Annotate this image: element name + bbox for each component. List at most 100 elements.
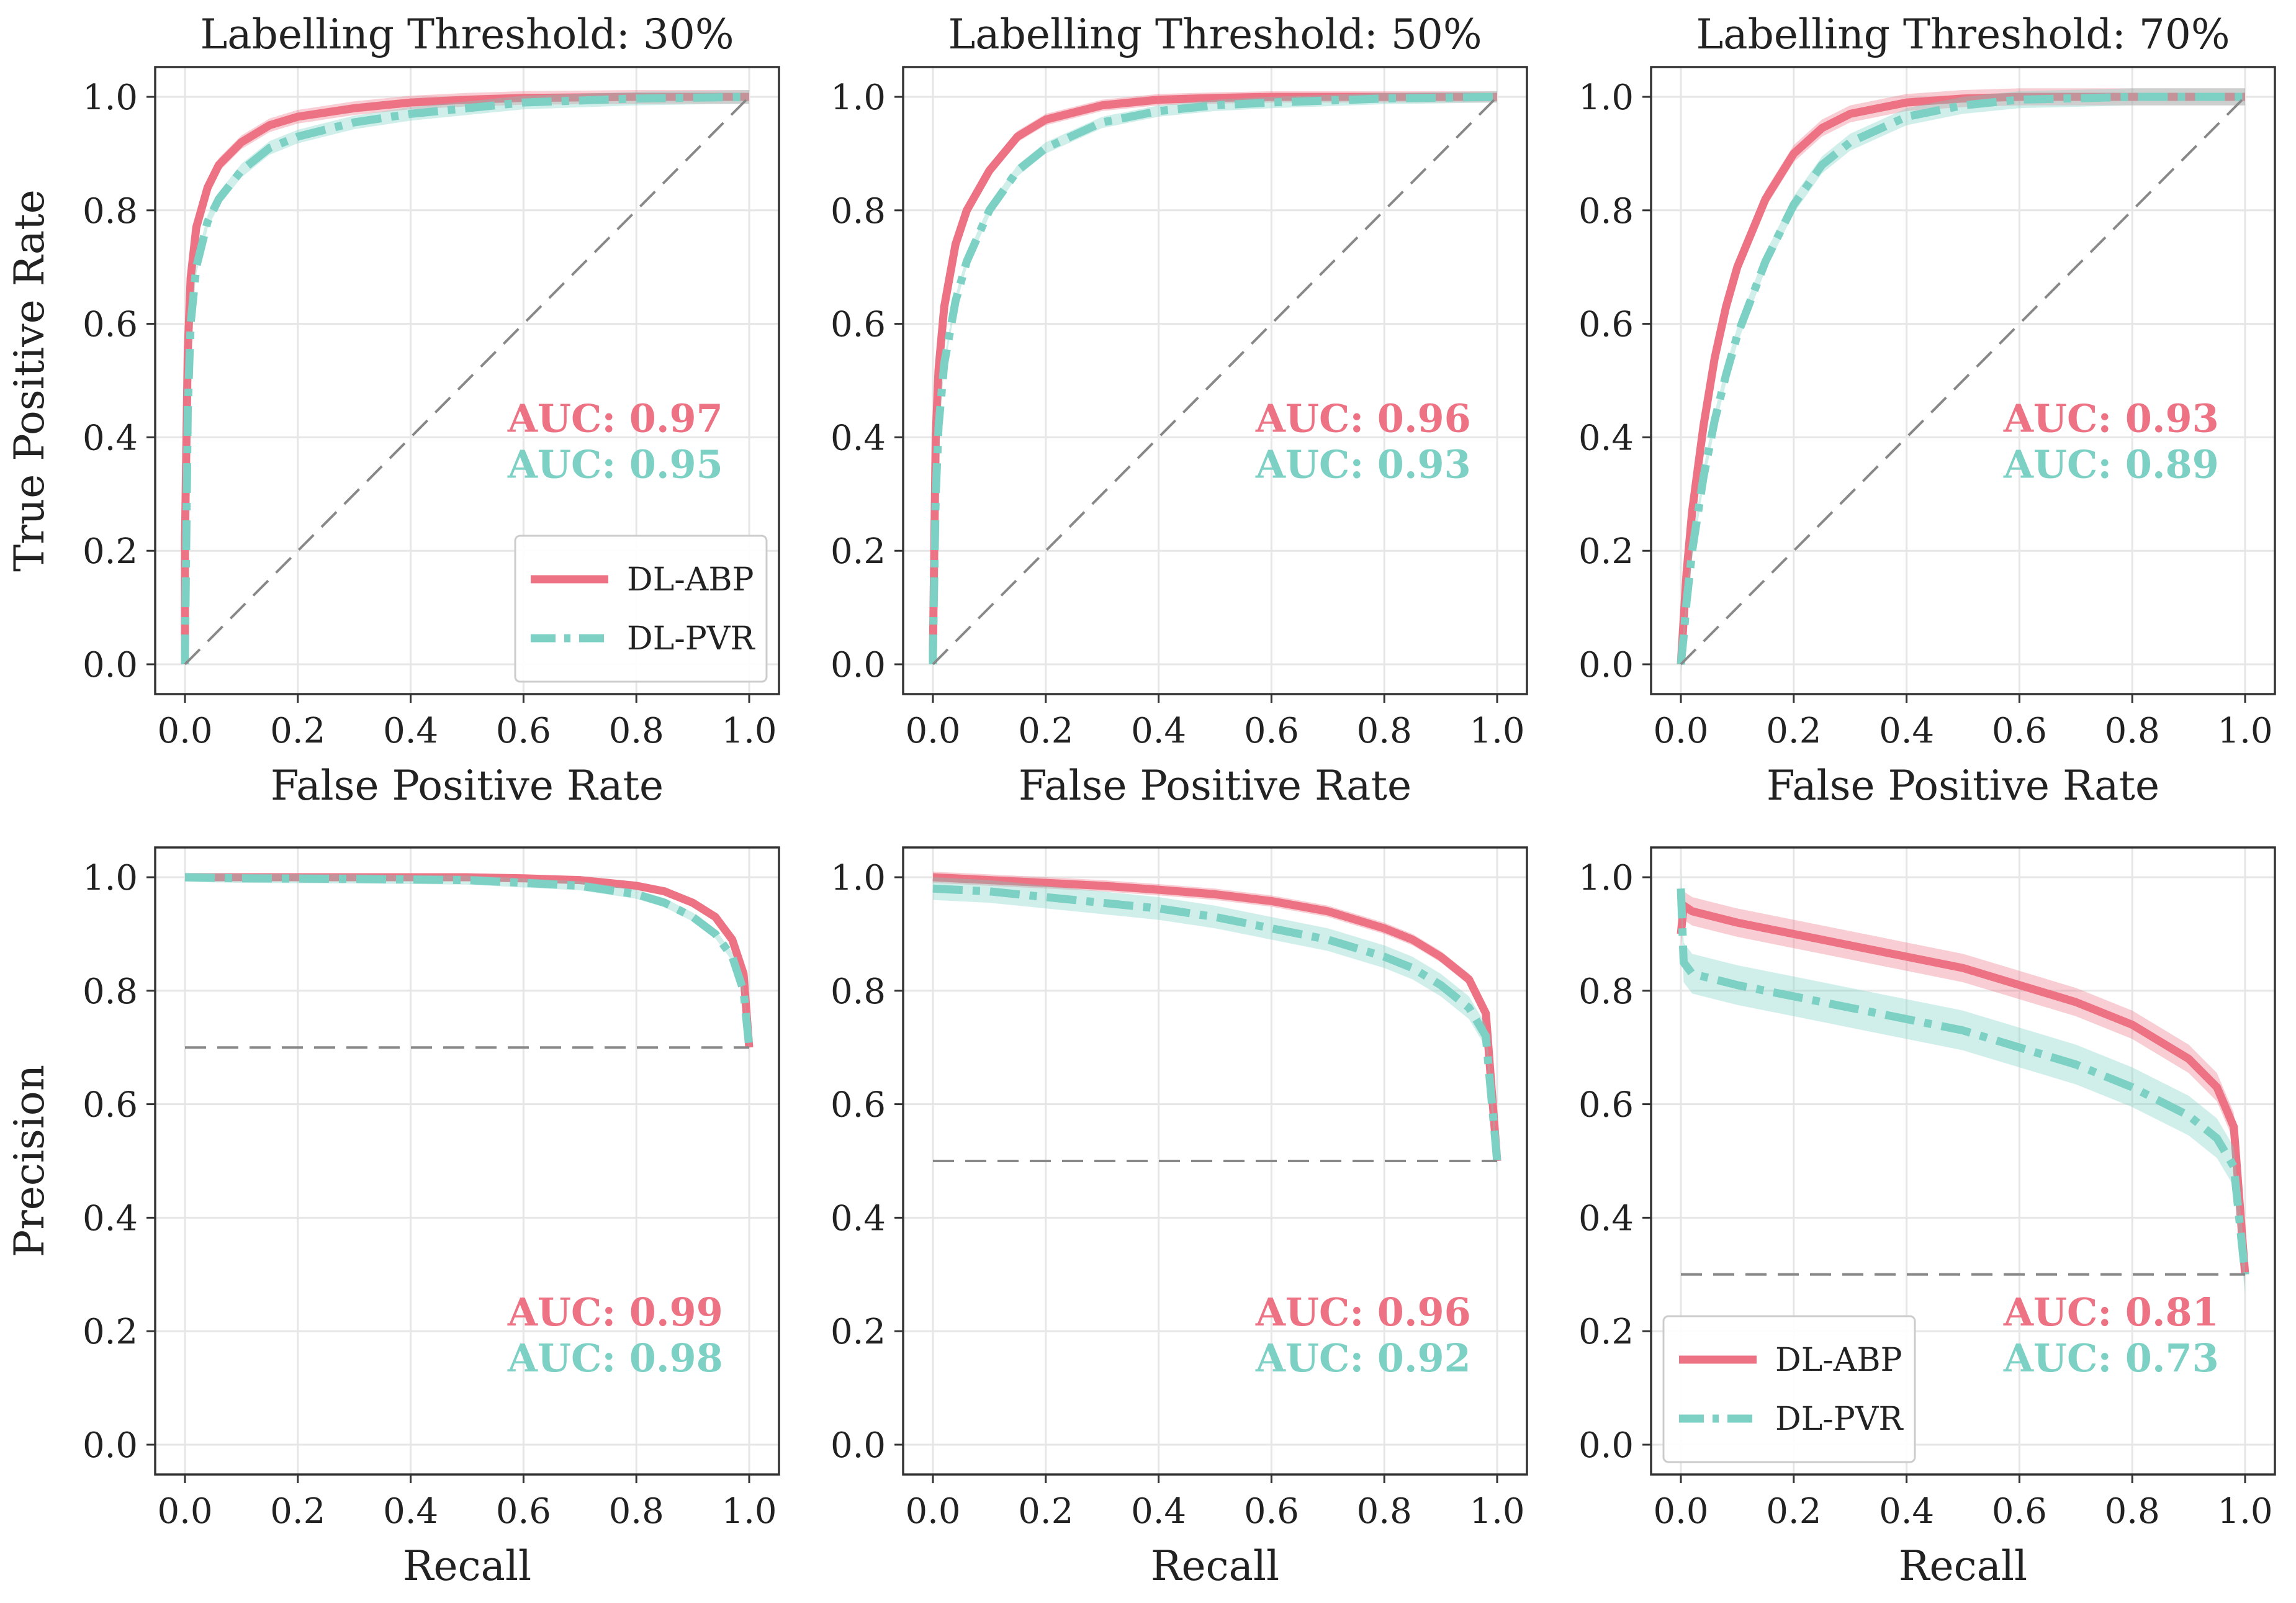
- x-tick-label: 0.0: [905, 711, 960, 751]
- legend-label: DL-ABP: [627, 561, 754, 598]
- plot-area: [181, 90, 750, 671]
- y-tick-label: 1.0: [831, 858, 886, 898]
- y-tick-label: 0.8: [83, 191, 138, 232]
- auc-label-dl-abp: AUC: 0.96: [1255, 395, 1471, 441]
- auc-label-dl-abp: AUC: 0.81: [2003, 1289, 2219, 1335]
- panel-title: Labelling Threshold: 70%: [1696, 11, 2230, 58]
- x-tick-label: 1.0: [721, 711, 777, 751]
- x-tick-label: 0.0: [157, 1491, 212, 1532]
- axes-frame: [902, 846, 1528, 1476]
- y-tick-label: 0.6: [1578, 1085, 1634, 1126]
- y-tick-label: 0.8: [1578, 972, 1634, 1012]
- x-axis-label: False Positive Rate: [271, 762, 664, 810]
- panel-title: Labelling Threshold: 50%: [948, 11, 1482, 58]
- x-axis-label: Recall: [1899, 1542, 2027, 1590]
- series-line-dl-abp: [929, 93, 1497, 664]
- y-tick-label: 0.0: [1578, 645, 1634, 685]
- x-axis-label: Recall: [1151, 1542, 1279, 1590]
- series-line-chance: [184, 96, 750, 666]
- y-tick-label: 1.0: [1578, 78, 1634, 118]
- y-axis-label: Precision: [6, 1065, 53, 1257]
- series-line-dl-abp: [1677, 901, 2249, 1275]
- y-tick-label: 0.6: [83, 1085, 138, 1126]
- series-line-dl-pvr: [932, 884, 1501, 1162]
- y-tick-label: 0.6: [831, 1085, 886, 1126]
- auc-label-dl-pvr: AUC: 0.93: [1255, 441, 1471, 487]
- x-tick-label: 1.0: [721, 1491, 777, 1532]
- x-tick-label: 0.2: [1018, 1491, 1073, 1532]
- axes-frame: [1650, 66, 2276, 695]
- x-tick-label: 0.4: [1879, 711, 1934, 751]
- y-tick-label: 0.2: [831, 531, 886, 572]
- plot-area: [932, 871, 1501, 1173]
- x-tick-label: 0.2: [270, 1491, 325, 1532]
- legend-box: [514, 535, 768, 683]
- x-tick-label: 0.2: [1018, 711, 1073, 751]
- x-axis-label: Recall: [403, 1542, 531, 1590]
- auc-label-dl-abp: AUC: 0.99: [507, 1289, 723, 1335]
- y-tick-label: 0.4: [831, 1198, 886, 1239]
- auc-label-dl-pvr: AUC: 0.98: [507, 1335, 723, 1381]
- y-tick-label: 0.2: [831, 1312, 886, 1352]
- panel-2: 0.0 0.2 0.4 0.6 0.8 1.0 0.0 0.2 0.4 0.6 0.8 1.0 Labe…: [831, 11, 1528, 810]
- x-tick-label: 0.6: [1244, 711, 1299, 751]
- y-tick-label: 0.6: [831, 305, 886, 345]
- axes-frame: [154, 66, 780, 695]
- x-tick-label: 0.6: [496, 711, 551, 751]
- x-tick-label: 0.2: [270, 711, 325, 751]
- plot-area: [1677, 88, 2246, 673]
- auc-label-dl-pvr: AUC: 0.95: [507, 441, 723, 487]
- y-tick-label: 0.0: [83, 1425, 138, 1466]
- y-tick-label: 0.4: [1578, 418, 1634, 458]
- x-tick-label: 1.0: [1469, 1491, 1524, 1532]
- auc-label-dl-abp: AUC: 0.93: [2003, 395, 2219, 441]
- x-tick-label: 0.8: [609, 711, 664, 751]
- x-axis-label: False Positive Rate: [1767, 762, 2159, 810]
- y-tick-label: 0.4: [83, 418, 138, 458]
- legend-box: [1662, 1315, 1916, 1463]
- x-tick-label: 0.8: [609, 1491, 664, 1532]
- series-line-dl-abp: [932, 873, 1501, 1162]
- x-tick-label: 0.6: [496, 1491, 551, 1532]
- x-tick-label: 0.6: [1992, 711, 2047, 751]
- series-line-dl-pvr: [181, 93, 750, 664]
- plot-area: [1677, 869, 2249, 1294]
- x-tick-label: 0.2: [1766, 711, 1821, 751]
- plot-area: [184, 872, 754, 1052]
- x-tick-label: 0.2: [1766, 1491, 1821, 1532]
- series-line-dl-abp: [1677, 93, 2245, 665]
- auc-label-dl-pvr: AUC: 0.92: [1255, 1335, 1471, 1381]
- legend-label: DL-PVR: [1775, 1401, 1904, 1438]
- x-tick-label: 0.4: [1131, 711, 1186, 751]
- y-tick-label: 0.8: [1578, 191, 1634, 232]
- x-tick-label: 0.0: [905, 1491, 960, 1532]
- x-tick-label: 0.6: [1992, 1491, 2047, 1532]
- x-tick-label: 0.0: [1653, 711, 1708, 751]
- axes-frame: [154, 846, 780, 1476]
- y-tick-label: 1.0: [831, 78, 886, 118]
- auc-label-dl-abp: AUC: 0.96: [1255, 1289, 1471, 1335]
- y-tick-label: 0.2: [1578, 531, 1634, 572]
- series-line-chance: [932, 96, 1498, 666]
- x-tick-label: 0.8: [1357, 711, 1412, 751]
- confidence-band-dl-abp: [185, 90, 749, 671]
- y-tick-label: 0.2: [1578, 1312, 1634, 1352]
- x-tick-label: 0.4: [1879, 1491, 1934, 1532]
- y-tick-label: 1.0: [83, 858, 138, 898]
- y-tick-label: 0.4: [83, 1198, 138, 1239]
- x-tick-label: 0.0: [1653, 1491, 1708, 1532]
- legend: DL-ABP DL-PVR: [1662, 1315, 1916, 1463]
- x-tick-label: 0.0: [157, 711, 212, 751]
- x-tick-label: 0.8: [2105, 1491, 2160, 1532]
- y-tick-label: 0.6: [1578, 305, 1634, 345]
- y-tick-label: 0.2: [83, 531, 138, 572]
- axes-frame: [902, 66, 1528, 695]
- y-tick-label: 1.0: [83, 78, 138, 118]
- y-tick-label: 0.0: [831, 645, 886, 685]
- x-tick-label: 0.4: [383, 1491, 438, 1532]
- series-line-chance: [1680, 96, 2246, 666]
- y-tick-label: 0.0: [83, 645, 138, 685]
- panel-1: 0.0 0.2 0.4 0.6 0.8 1.0 0.0 0.2 0.4 0.6 0.8 1.0 Labe…: [6, 11, 780, 810]
- series-line-dl-pvr: [1677, 888, 2249, 1275]
- y-tick-label: 0.4: [1578, 1198, 1634, 1239]
